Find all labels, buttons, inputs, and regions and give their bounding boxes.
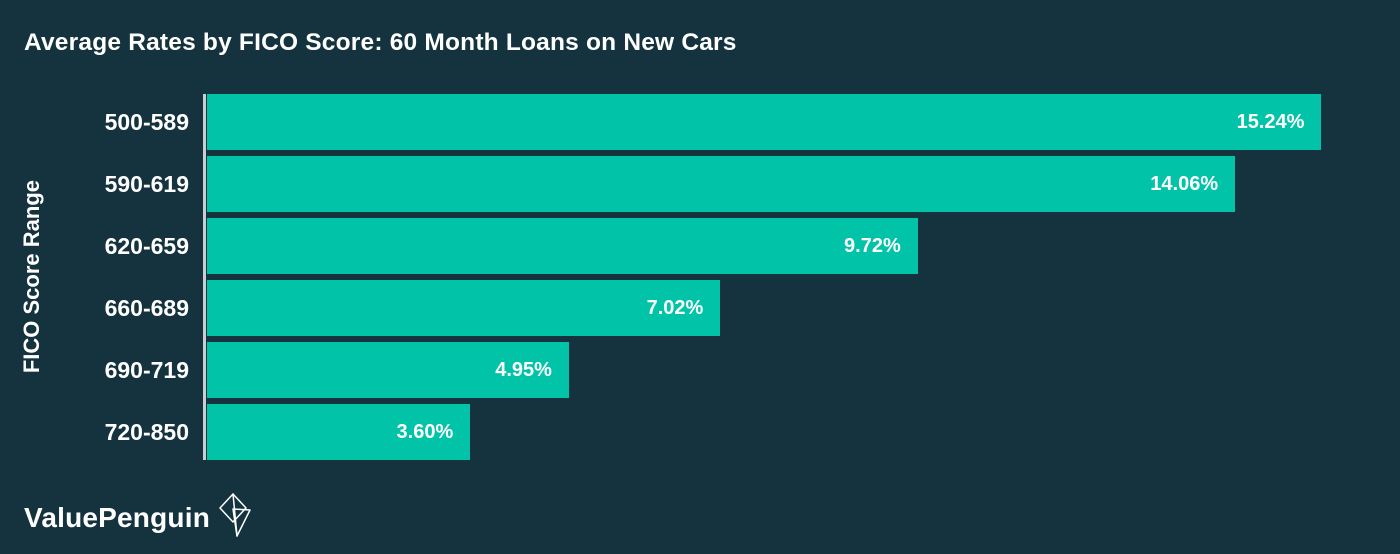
bar-row: 690-719 4.95% [0,342,1373,398]
bar: 15.24% [207,94,1322,150]
chart-title: Average Rates by FICO Score: 60 Month Lo… [24,29,737,56]
origami-penguin-icon [219,492,253,538]
bar: 4.95% [207,342,569,398]
value-label: 14.06% [1150,172,1219,195]
bar-track: 15.24% [203,94,1373,150]
bar-track: 4.95% [203,342,1373,398]
bar-chart: 500-589 15.24% 590-619 14.06% 620-659 9.72% 66… [0,94,1373,460]
brand-logo: ValuePenguin [24,492,253,538]
category-label: 620-659 [104,233,189,259]
bar-row: 720-850 3.60% [0,404,1373,460]
bar-row: 660-689 7.02% [0,280,1373,336]
y-axis-line [203,94,206,460]
bar: 7.02% [207,280,721,336]
category-label: 590-619 [104,171,189,197]
category-label: 500-589 [104,109,189,135]
bar: 14.06% [207,156,1236,212]
category-label: 660-689 [104,295,189,321]
bar-track: 9.72% [203,218,1373,274]
value-label: 3.60% [396,420,454,443]
value-label: 9.72% [844,234,901,257]
bar-rows: 500-589 15.24% 590-619 14.06% 620-659 9.72% 66… [0,94,1373,460]
bar-row: 620-659 9.72% [0,218,1373,274]
bar-row: 590-619 14.06% [0,156,1373,212]
bar-track: 7.02% [203,280,1373,336]
bar-row: 500-589 15.24% [0,94,1373,150]
value-label: 15.24% [1236,110,1305,133]
brand-name: ValuePenguin [24,502,210,533]
bar-track: 3.60% [203,404,1373,460]
bar-track: 14.06% [203,156,1373,212]
value-label: 4.95% [495,358,552,381]
category-label: 690-719 [104,357,189,383]
category-label: 720-850 [104,419,189,445]
value-label: 7.02% [646,296,704,319]
bar: 3.60% [207,404,471,460]
bar: 9.72% [207,218,918,274]
